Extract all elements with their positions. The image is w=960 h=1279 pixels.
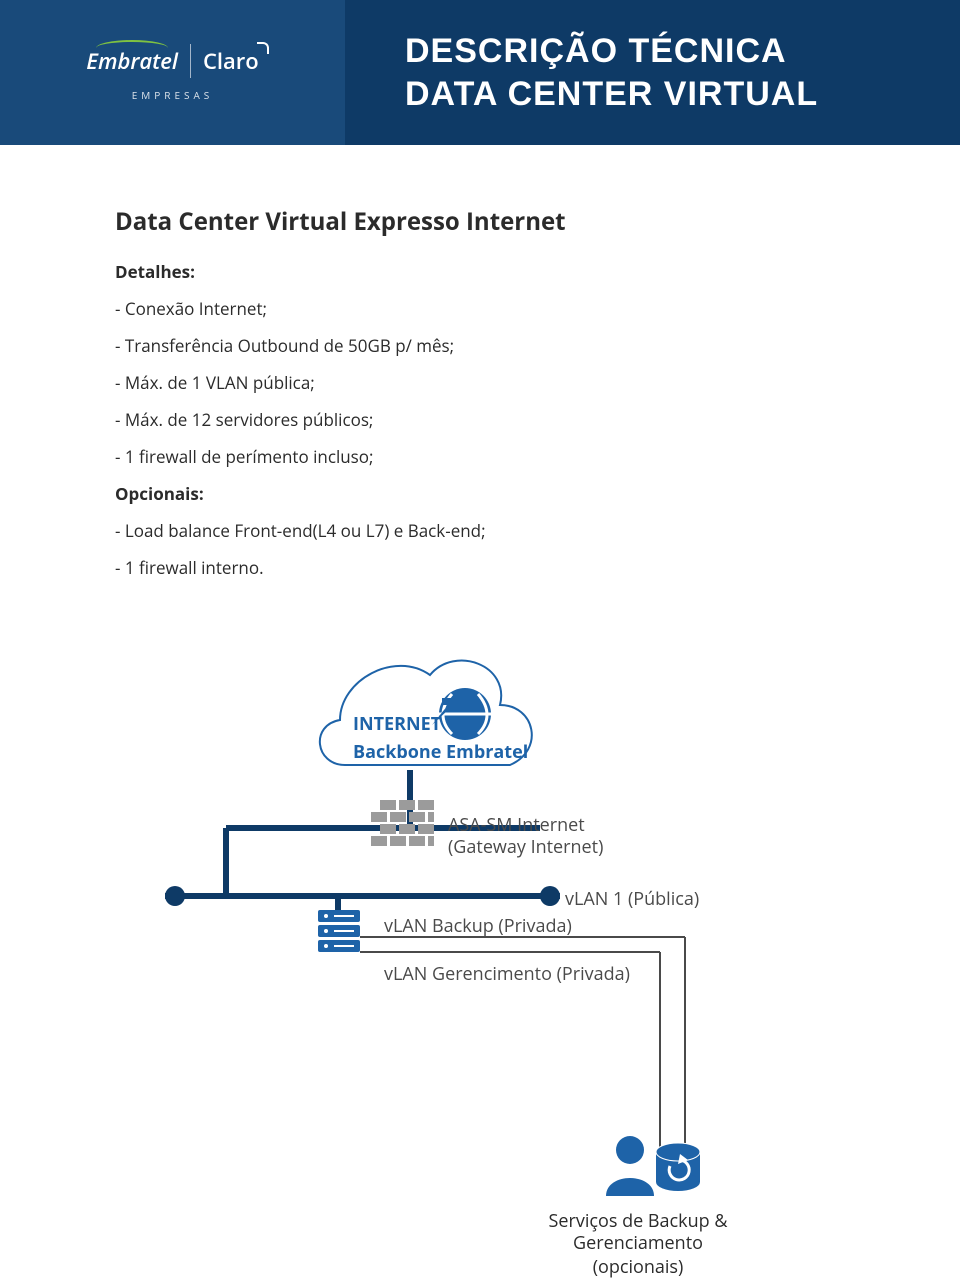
cloud-label-internet: INTERNET	[353, 712, 441, 736]
content-body: Data Center Virtual Expresso Internet De…	[0, 145, 960, 579]
bus-endpoint-right	[540, 886, 560, 906]
detail-item: - Transferência Outbound de 50GB p/ mês;	[115, 334, 845, 357]
services-label-1: Serviços de Backup &	[538, 1209, 738, 1233]
details-heading: Detalhes:	[115, 260, 845, 283]
firewall-label-1: ASA-SM Internet	[448, 813, 585, 837]
logo-embratel: Embratel	[86, 46, 178, 76]
detail-item: - Conexão Internet;	[115, 297, 845, 320]
vlan-mgmt-label: vLAN Gerencimento (Privada)	[384, 962, 630, 986]
vlan-backup-label: vLAN Backup (Privada)	[384, 914, 572, 938]
vlan-public-label: vLAN 1 (Pública)	[565, 887, 699, 911]
logo-claro: Claro	[203, 46, 259, 76]
header-logo-panel: Embratel Claro EMPRESAS	[0, 0, 345, 145]
detail-item: - Máx. de 12 servidores públicos;	[115, 408, 845, 431]
section-title: Data Center Virtual Expresso Internet	[115, 205, 845, 238]
server-stack-icon	[318, 910, 360, 952]
detail-item: - 1 firewall de perímento incluso;	[115, 445, 845, 468]
firewall-icon	[371, 800, 434, 846]
optional-item: - 1 firewall interno.	[115, 556, 845, 579]
header-title-panel: DESCRIÇÃO TÉCNICA DATA CENTER VIRTUAL	[345, 0, 960, 145]
logo-row: Embratel Claro	[86, 44, 258, 78]
firewall-label-2: (Gateway Internet)	[448, 835, 603, 859]
optionals-heading: Opcionais:	[115, 482, 845, 505]
detail-item: - Máx. de 1 VLAN pública;	[115, 371, 845, 394]
header-title-line2: DATA CENTER VIRTUAL	[405, 73, 960, 116]
cloud-label-backbone: Backbone Embratel	[353, 740, 528, 764]
document-header: Embratel Claro EMPRESAS DESCRIÇÃO TÉCNIC…	[0, 0, 960, 145]
services-icon	[606, 1136, 700, 1196]
services-label-2: Gerenciamento (opcionais)	[538, 1231, 738, 1279]
header-title-line1: DESCRIÇÃO TÉCNICA	[405, 30, 960, 73]
network-diagram: INTERNET Backbone Embratel ASA-SM Intern…	[0, 650, 960, 1260]
optional-item: - Load balance Front-end(L4 ou L7) e Bac…	[115, 519, 845, 542]
logo-divider	[190, 44, 191, 78]
bus-endpoint-left	[165, 886, 185, 906]
logo-subtext: EMPRESAS	[132, 88, 214, 102]
